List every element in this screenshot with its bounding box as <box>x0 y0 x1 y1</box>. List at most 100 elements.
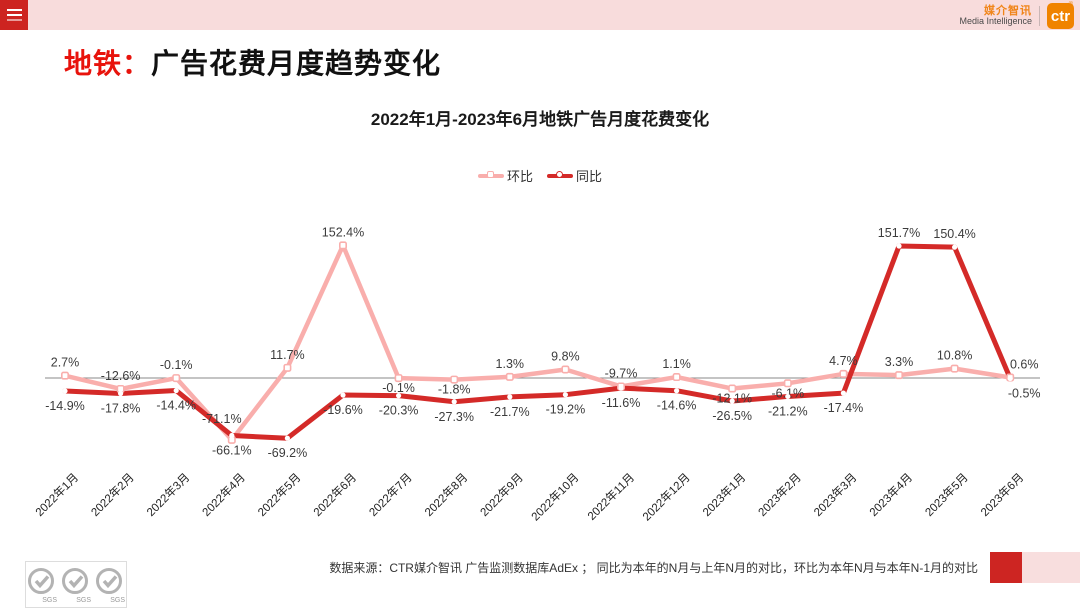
top-bar: 媒介智讯 Media Intelligence ctr ® <box>0 0 1080 30</box>
data-source-note: 数据来源：CTR媒介智讯 广告监测数据库AdEx ； 同比为本年的N月与上年N月… <box>329 561 978 575</box>
data-label: -69.2% <box>268 446 308 460</box>
x-axis-label: 2022年5月 <box>255 470 304 519</box>
data-label: 3.3% <box>885 355 914 369</box>
x-axis-label: 2022年10月 <box>528 470 581 523</box>
sgs-logo: SGS <box>28 568 57 604</box>
mom-data-point <box>950 364 959 373</box>
mom-data-point <box>894 371 903 380</box>
data-label: -1.8% <box>438 383 471 397</box>
mom-data-point <box>505 372 514 381</box>
sgs-circle <box>62 568 88 594</box>
data-label: -27.3% <box>434 410 474 424</box>
data-label: -26.5% <box>712 409 752 423</box>
yoy-data-point <box>507 394 513 400</box>
data-label: 2.7% <box>51 356 80 370</box>
yoy-data-point <box>284 435 290 441</box>
mom-data-point <box>450 375 459 384</box>
x-axis-label: 2022年1月 <box>32 470 81 519</box>
data-label: -6.1% <box>771 386 804 400</box>
page-title-rest: 广告花费月度趋势变化 <box>151 48 442 79</box>
mom-data-point <box>60 371 69 380</box>
x-axis-label: 2023年5月 <box>922 470 971 519</box>
data-label: -0.5% <box>1008 386 1041 400</box>
data-label: 10.8% <box>937 349 972 363</box>
yoy-data-point <box>118 390 124 397</box>
mom-data-point <box>728 384 737 393</box>
yoy-data-point <box>562 392 569 398</box>
yoy-data-point <box>451 399 457 405</box>
registered-trademark-icon: ® <box>1068 2 1073 8</box>
brand-logo: 媒介智讯 Media Intelligence ctr ® <box>959 2 1074 30</box>
data-label: 151.7% <box>878 226 920 240</box>
chart-title: 2022年1月-2023年6月地铁广告月度花费变化 <box>370 110 710 129</box>
hamburger-line <box>6 19 22 21</box>
data-label: 1.1% <box>662 357 691 371</box>
data-label: -11.6% <box>602 396 641 410</box>
yoy-data-point <box>62 388 68 394</box>
data-label: -71.1% <box>202 412 242 426</box>
yoy-data-point <box>1007 375 1013 382</box>
data-label: -20.3% <box>379 404 419 418</box>
sgs-circle <box>28 568 54 594</box>
data-label: -21.2% <box>768 404 808 418</box>
sgs-circle <box>96 568 122 594</box>
sgs-check-icon <box>68 575 84 589</box>
mom-data-point <box>394 374 403 383</box>
x-axis-label: 2023年2月 <box>755 470 804 519</box>
x-axis-label: 2022年12月 <box>639 470 692 523</box>
x-axis-label: 2022年3月 <box>144 470 193 519</box>
data-label: 1.3% <box>496 357 525 371</box>
yoy-data-point <box>674 388 680 394</box>
data-label: 150.4% <box>933 227 975 241</box>
sgs-check-icon <box>102 575 118 589</box>
legend-item-yoy[interactable]: 同比 <box>547 166 602 185</box>
x-axis-label: 2022年4月 <box>199 470 248 519</box>
x-axis-label: 2022年9月 <box>477 470 526 519</box>
mom-data-point <box>672 373 681 382</box>
legend-swatch-mom <box>477 171 504 178</box>
sgs-text: SGS <box>76 597 91 604</box>
yoy-series-line <box>62 243 1013 441</box>
footer-accent-square-red <box>990 552 1022 583</box>
data-label: 11.7% <box>270 348 305 362</box>
brand-name-cn: 媒介智讯 <box>984 5 1032 17</box>
data-label: 4.7% <box>829 354 858 368</box>
x-axis-label: 2022年2月 <box>88 470 137 519</box>
chart-legend: 环比 同比 <box>0 166 1080 185</box>
x-axis-label: 2022年8月 <box>422 470 471 519</box>
yoy-data-point <box>618 385 624 391</box>
yoy-data-point <box>396 393 402 399</box>
yoy-data-point <box>173 387 179 394</box>
hamburger-menu-button[interactable] <box>0 0 28 30</box>
data-label: -12.6% <box>101 369 141 383</box>
x-axis-label: 2023年6月 <box>978 470 1027 519</box>
sgs-text: SGS <box>110 597 125 604</box>
hamburger-line <box>6 9 22 11</box>
data-label: -9.7% <box>605 366 638 380</box>
yoy-data-point <box>952 244 958 250</box>
legend-item-mom[interactable]: 环比 <box>477 166 533 185</box>
yoy-data-point <box>229 432 235 439</box>
mom-data-point <box>839 369 848 378</box>
mom-data-point <box>783 379 792 388</box>
data-label: -17.8% <box>101 401 141 415</box>
mom-data-point <box>338 241 347 250</box>
sgs-certification-logos: SGS SGS SGS <box>25 561 127 608</box>
data-label: -17.4% <box>824 401 864 415</box>
mom-data-point <box>172 374 181 383</box>
data-label: -0.1% <box>382 381 415 395</box>
legend-label-yoy: 同比 <box>576 169 603 184</box>
brand-name-en: Media Intelligence <box>959 16 1032 27</box>
data-label: -14.4% <box>156 399 196 413</box>
legend-label-mom: 环比 <box>506 169 533 184</box>
mom-series-line <box>62 243 1013 443</box>
data-label: 152.4% <box>322 225 364 239</box>
x-axis-label: 2022年6月 <box>310 470 359 519</box>
yoy-data-point <box>840 390 847 396</box>
data-label: -14.9% <box>45 399 85 413</box>
mom-data-point <box>283 363 292 372</box>
data-label: 9.8% <box>551 349 580 363</box>
x-axis-label: 2023年4月 <box>866 470 915 519</box>
ctr-logo: ctr <box>1047 3 1074 29</box>
